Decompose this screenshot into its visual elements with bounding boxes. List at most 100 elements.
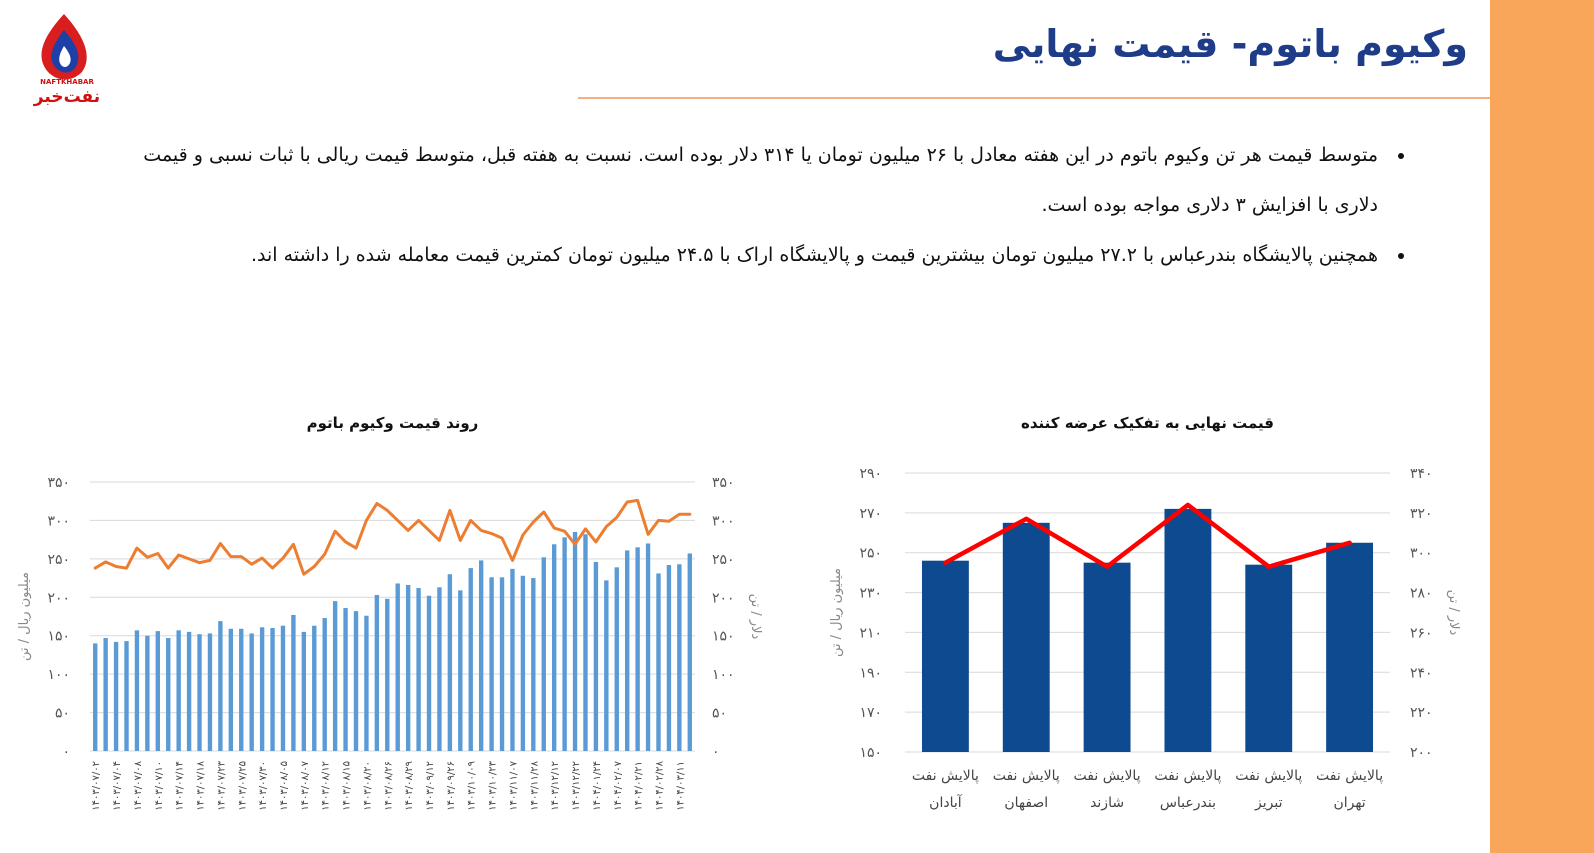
bar (364, 615, 369, 751)
y-tick-label: ۲۳۰ (859, 586, 882, 602)
bar (593, 561, 599, 751)
y-tick-label: ۵۰ (55, 706, 70, 722)
bar (103, 638, 108, 751)
bar (186, 631, 192, 751)
bar (531, 578, 536, 751)
y-tick-label: ۱۹۰ (859, 665, 882, 681)
y-tick-label: ۰ (62, 744, 70, 760)
y2-tick-label: ۳۴۰ (1410, 466, 1433, 482)
bar (301, 631, 307, 751)
bar (197, 634, 202, 751)
side-strip (1490, 0, 1594, 853)
x-tick-label: ۱۴۰۳/۰۷/۱۴ (175, 761, 186, 811)
y2-tick-label: ۲۰۰ (1410, 745, 1433, 761)
bar (270, 628, 275, 751)
charts: NAFTKHABAR نفت‌خبر روند قیمت وکیوم باتوم… (17, 14, 1461, 811)
x-tick-label: پالایش نفت (1074, 768, 1141, 784)
bar (1164, 508, 1212, 752)
bar (656, 573, 661, 751)
y-tick-label: ۱۵۰ (859, 745, 882, 761)
x-tick-label: شازند (1090, 795, 1124, 811)
x-tick-label: ۱۴۰۳/۰۷/۰۴ (112, 761, 123, 811)
x-tick-label: پالایش نفت (1154, 768, 1221, 784)
x-tick-label: ۱۴۰۳/۱۱/۰۷ (508, 760, 519, 810)
bar (458, 590, 463, 751)
bullet-list: متوسط قیمت هر تن وکیوم باتوم در این هفته… (136, 130, 1408, 280)
logo: NAFTKHABAR نفت‌خبر (33, 14, 100, 107)
y-tick-label: ۱۰۰ (47, 667, 70, 683)
logo-persian: نفت‌خبر (33, 87, 100, 107)
bar (437, 587, 442, 751)
bar (583, 534, 588, 751)
y2-tick-label: ۱۵۰ (712, 629, 735, 645)
x-tick-label: ۱۴۰۳/۰۷/۳۰ (258, 761, 269, 811)
bar (395, 583, 400, 751)
bar (541, 557, 546, 751)
bar (124, 641, 129, 751)
bullet: متوسط قیمت هر تن وکیوم باتوم در این هفته… (136, 130, 1386, 230)
bar (332, 601, 338, 751)
bar (113, 641, 119, 751)
bar (228, 628, 234, 751)
x-tick-label: ۱۴۰۳/۰۸/۰۵ (279, 761, 290, 811)
x-tick-label: ۱۴۰۳/۰۷/۰۸ (133, 760, 144, 810)
y-tick-label: ۳۵۰ (47, 475, 70, 491)
x-tick-label: ۱۴۰۳/۰۷/۲۳ (216, 760, 227, 810)
y-tick-label: ۱۵۰ (47, 629, 70, 645)
x-tick-label: تبریز (1254, 795, 1283, 811)
x-tick-label: ۱۴۰۳/۱۲/۱۲ (550, 761, 561, 811)
x-tick-label: پالایش نفت (993, 768, 1060, 784)
y-tick-label: ۲۵۰ (859, 546, 882, 562)
y-tick-label: ۳۰۰ (47, 513, 70, 529)
bar (1326, 542, 1374, 752)
y2-tick-label: ۲۰۰ (712, 590, 735, 606)
bar (510, 568, 515, 751)
x-tick-label: ۱۴۰۳/۰۹/۲۶ (446, 761, 457, 811)
logo-latin: NAFTKHABAR (40, 78, 94, 86)
bar (614, 567, 619, 751)
y-tick-label: ۲۵۰ (47, 552, 70, 568)
bar (625, 550, 630, 751)
x-tick-label: ۱۴۰۳/۰۸/۲۰ (362, 761, 373, 811)
bar (645, 543, 651, 751)
bar (604, 580, 609, 751)
bar (478, 560, 484, 751)
y2-tick-label: ۵۰ (712, 706, 727, 722)
x-tick-label: ۱۴۰۳/۰۸/۲۹ (404, 761, 415, 811)
y2-tick-label: ۲۲۰ (1410, 705, 1433, 721)
bar (405, 584, 411, 751)
bar (207, 633, 213, 751)
y-tick-label: ۲۰۰ (47, 590, 70, 606)
y-axis-title: میلیون ریال / تن (829, 568, 844, 657)
bar (145, 635, 150, 751)
bar (677, 564, 682, 751)
x-tick-label: ۱۴۰۴/۰۲/۰۷ (613, 760, 624, 810)
x-tick-label: ۱۴۰۳/۰۷/۱۰ (154, 761, 165, 811)
bar (239, 628, 244, 751)
bar (322, 618, 327, 751)
chart: قیمت نهایی به تفکیک عرضه کننده ۱۵۰ ۱۷۰ ۱۹۰ ۲… (829, 414, 1461, 811)
x-tick-label: ۱۴۰۴/۰۲/۲۱ (634, 761, 645, 811)
chart: روند قیمت وکیوم باتوم ۰ ۵۰ ۱۰۰ ۱۵۰ ۲۰۰ ۲۵۰ ۳۰۰ ۳… (17, 414, 763, 811)
x-tick-label: ۱۴۰۴/۰۲/۲۸ (654, 760, 665, 810)
y2-tick-label: ۳۲۰ (1410, 506, 1433, 522)
bar (1083, 562, 1131, 752)
chart-title: قیمت نهایی به تفکیک عرضه کننده (1021, 414, 1274, 432)
bullet: همچنین پالایشگاه بندرعباس با ۲۷.۲ میلیون… (136, 230, 1386, 280)
y2-tick-label: ۱۰۰ (712, 667, 735, 683)
bar (562, 537, 567, 751)
bar (416, 588, 421, 751)
bar (343, 608, 348, 751)
y-tick-label: ۲۹۰ (859, 466, 882, 482)
line (943, 502, 1352, 569)
x-tick-label: ۱۴۰۴/۰۳/۱۱ (675, 761, 686, 811)
x-tick-label: ۱۴۰۳/۱۲/۲۲ (571, 761, 582, 811)
x-tick-label: اصفهان (1004, 795, 1048, 811)
x-tick-label: ۱۴۰۳/۰۸/۱۵ (342, 761, 353, 811)
x-tick-label: پالایش نفت (912, 768, 979, 784)
y2-tick-label: ۳۰۰ (712, 513, 735, 529)
bar (499, 577, 505, 751)
y2-tick-label: ۰ (712, 744, 720, 760)
y2-tick-label: ۲۵۰ (712, 552, 735, 568)
bar (259, 627, 265, 751)
